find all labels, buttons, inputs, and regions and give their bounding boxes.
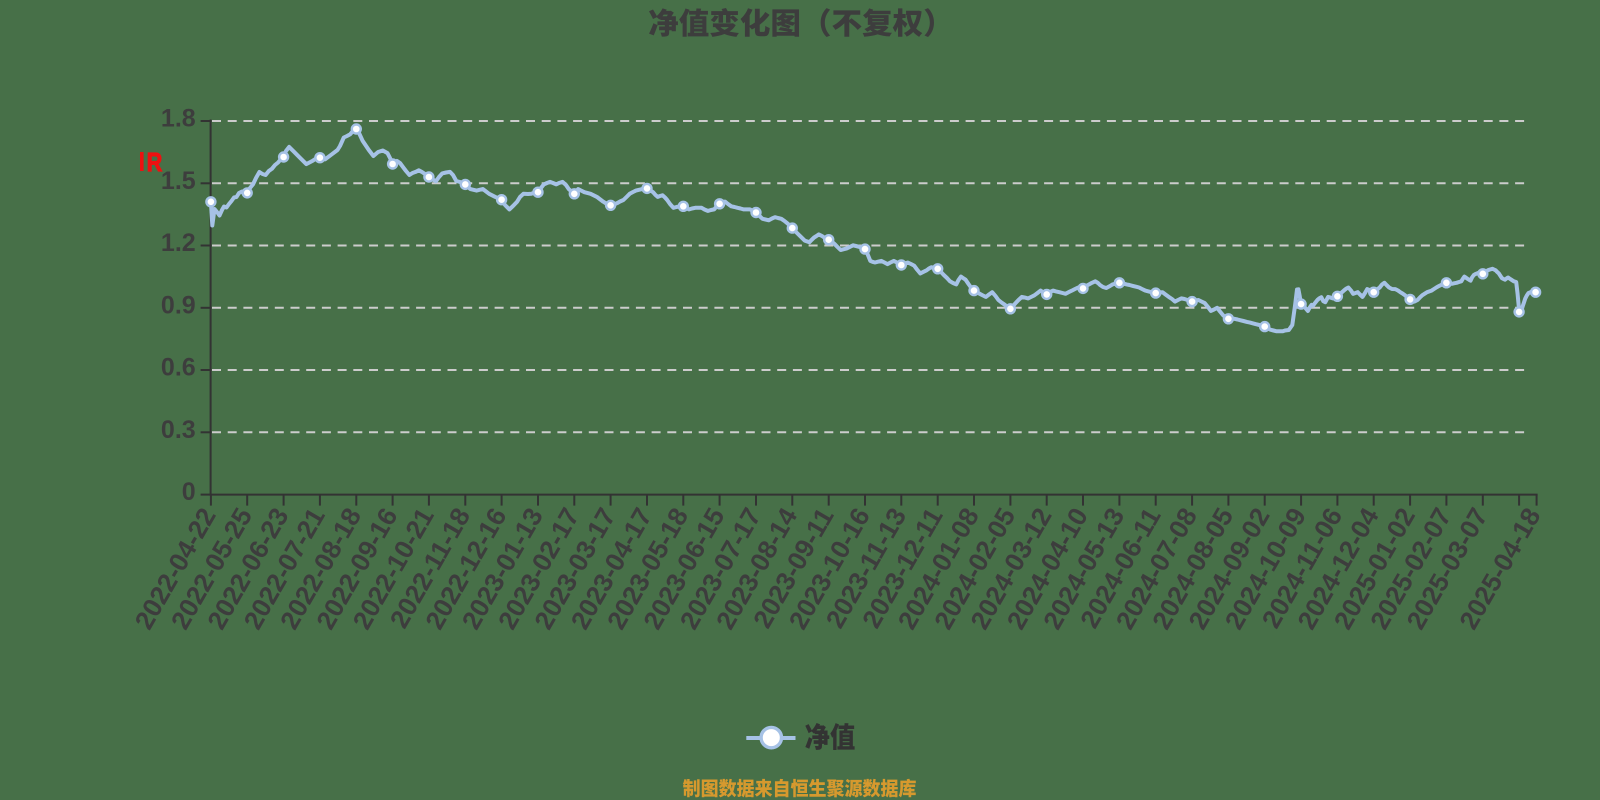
svg-text:0.9: 0.9: [161, 291, 196, 319]
svg-text:0.6: 0.6: [161, 354, 196, 382]
svg-text:0.3: 0.3: [161, 416, 196, 444]
svg-text:0: 0: [182, 478, 196, 506]
svg-text:1.8: 1.8: [161, 105, 196, 133]
svg-text:1.5: 1.5: [161, 167, 196, 195]
svg-text:R: R: [147, 148, 162, 176]
svg-text:1.2: 1.2: [161, 229, 196, 257]
